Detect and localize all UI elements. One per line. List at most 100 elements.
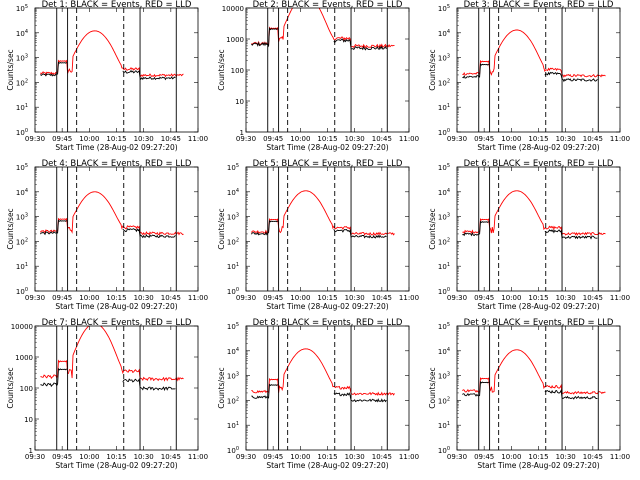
x-tick-label: 11:00 [610, 453, 630, 461]
y-tick-label: 105 [438, 4, 450, 13]
y-tick-label: 10 [24, 416, 33, 424]
x-axis-label: Start Time (28-Aug-02 09:27:20) [477, 302, 599, 311]
x-tick-label: 10:15 [106, 135, 126, 143]
x-tick-label: 11:00 [610, 135, 630, 143]
panel-data-layer [40, 191, 184, 239]
y-tick-label: 105 [16, 4, 28, 13]
y-tick-label: 10000 [222, 5, 244, 13]
x-tick-label: 09:30 [236, 294, 256, 302]
y-tick-label: 104 [438, 29, 450, 38]
y-tick-label: 1 [29, 447, 33, 455]
panel-title: Det 4: BLACK = Events, RED = LLD [42, 159, 192, 169]
panel-title: Det 3: BLACK = Events, RED = LLD [464, 0, 614, 10]
y-tick-label: 103 [438, 54, 450, 63]
x-tick-label: 10:15 [317, 453, 337, 461]
x-tick-label: 09:45 [52, 294, 72, 302]
y-tick-label: 10 [235, 98, 244, 106]
y-tick-label: 100 [16, 128, 28, 137]
events-series-line [462, 380, 489, 397]
x-tick-label: 10:45 [583, 453, 603, 461]
panel-frame [34, 325, 199, 451]
x-axis-label: Start Time (28-Aug-02 09:27:20) [477, 461, 599, 470]
events-series-line [40, 61, 67, 77]
x-tick-label: 10:45 [372, 294, 392, 302]
y-tick-label: 100 [231, 67, 244, 75]
y-tick-label: 101 [16, 103, 28, 112]
x-axis-label: Start Time (28-Aug-02 09:27:20) [477, 143, 599, 152]
y-tick-label: 104 [438, 347, 450, 356]
x-tick-label: 11:00 [188, 453, 208, 461]
x-tick-label: 09:30 [447, 453, 467, 461]
y-tick-label: 103 [16, 213, 28, 222]
x-tick-label: 10:00 [290, 453, 310, 461]
lld-series-line [462, 29, 606, 78]
x-tick-label: 10:30 [345, 135, 365, 143]
panel-det8: Det 8: BLACK = Events, RED = LLD 09:30 09:… [217, 318, 419, 470]
x-tick-label: 10:15 [528, 453, 548, 461]
panel-det6: Det 6: BLACK = Events, RED = LLD 09:30 09:… [428, 159, 630, 311]
x-tick-label: 09:45 [52, 135, 72, 143]
events-series-line [544, 229, 598, 240]
events-series-line [333, 392, 387, 403]
y-tick-label: 101 [438, 421, 450, 430]
panel-data-layer [251, 348, 395, 403]
panel-frame [34, 7, 199, 133]
x-tick-label: 10:45 [372, 453, 392, 461]
y-tick-label: 105 [438, 322, 450, 331]
y-tick-label: 102 [16, 78, 28, 87]
lld-series-line [40, 326, 184, 382]
x-tick-label: 09:45 [263, 135, 283, 143]
x-tick-label: 10:15 [317, 135, 337, 143]
y-tick-label: 103 [227, 213, 239, 222]
x-tick-label: 09:30 [25, 294, 45, 302]
panel-title: Det 5: BLACK = Events, RED = LLD [253, 159, 403, 169]
panel-data-layer [251, 8, 395, 51]
events-series-line [40, 367, 68, 388]
y-tick-label: 103 [16, 54, 28, 63]
panel-data-layer [462, 349, 606, 400]
x-tick-label: 10:30 [556, 453, 576, 461]
y-tick-label: 100 [16, 287, 28, 296]
x-tick-label: 09:45 [474, 135, 494, 143]
panel-frame [245, 325, 410, 451]
lld-series-line [462, 190, 606, 237]
x-tick-label: 10:00 [79, 453, 99, 461]
y-axis-label: Counts/sec [6, 367, 15, 408]
panel-data-layer [40, 326, 184, 392]
x-tick-label: 10:30 [134, 453, 154, 461]
x-tick-label: 11:00 [188, 294, 208, 302]
events-series-line [122, 378, 176, 392]
panel-frame [456, 166, 621, 292]
x-tick-label: 09:45 [474, 453, 494, 461]
y-tick-label: 102 [438, 396, 450, 405]
y-tick-label: 101 [16, 262, 28, 271]
x-tick-label: 10:45 [161, 294, 181, 302]
x-tick-label: 10:30 [345, 453, 365, 461]
panel-frame [456, 325, 621, 451]
x-tick-label: 11:00 [610, 294, 630, 302]
x-tick-label: 09:45 [52, 453, 72, 461]
panel-det1: Det 1: BLACK = Events, RED = LLD 09:30 09:… [6, 0, 208, 152]
y-tick-label: 101 [227, 262, 239, 271]
events-series-line [462, 63, 489, 79]
lld-series-line [251, 8, 395, 49]
events-series-line [544, 71, 598, 83]
panel-det9: Det 9: BLACK = Events, RED = LLD 09:30 09:… [428, 318, 630, 470]
x-tick-label: 10:00 [501, 294, 521, 302]
x-tick-label: 11:00 [399, 294, 419, 302]
x-tick-label: 09:45 [263, 294, 283, 302]
events-series-line [333, 228, 387, 239]
x-tick-label: 09:30 [25, 135, 45, 143]
y-tick-label: 104 [227, 347, 239, 356]
x-tick-label: 10:15 [528, 294, 548, 302]
x-tick-label: 10:30 [134, 135, 154, 143]
x-tick-label: 11:00 [399, 135, 419, 143]
panel-data-layer [40, 30, 184, 81]
y-tick-label: 102 [227, 396, 239, 405]
y-axis-label: Counts/sec [217, 49, 226, 90]
y-axis-label: Counts/sec [428, 367, 437, 408]
y-tick-label: 100 [227, 287, 239, 296]
x-tick-label: 09:30 [447, 294, 467, 302]
x-axis-label: Start Time (28-Aug-02 09:27:20) [266, 302, 388, 311]
